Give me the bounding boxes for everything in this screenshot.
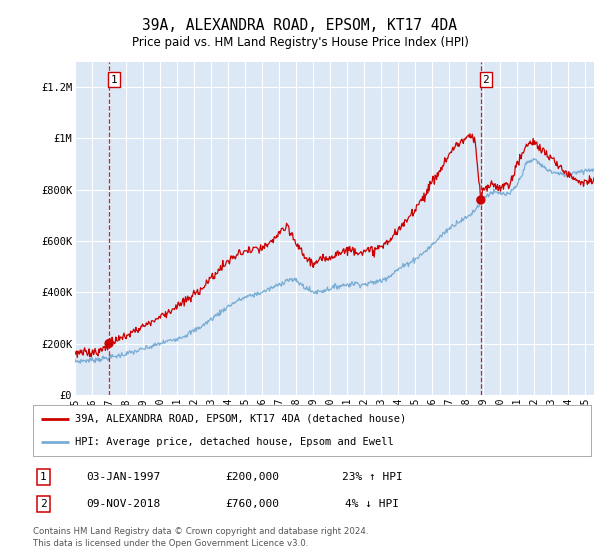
Text: Price paid vs. HM Land Registry's House Price Index (HPI): Price paid vs. HM Land Registry's House … xyxy=(131,36,469,49)
Text: £760,000: £760,000 xyxy=(225,499,279,509)
Point xyxy=(476,195,485,204)
Text: 03-JAN-1997: 03-JAN-1997 xyxy=(86,472,160,482)
Text: 2: 2 xyxy=(40,499,47,509)
Text: 23% ↑ HPI: 23% ↑ HPI xyxy=(341,472,403,482)
Text: HPI: Average price, detached house, Epsom and Ewell: HPI: Average price, detached house, Epso… xyxy=(75,437,394,447)
Text: £200,000: £200,000 xyxy=(225,472,279,482)
Text: 1: 1 xyxy=(40,472,47,482)
Text: 09-NOV-2018: 09-NOV-2018 xyxy=(86,499,160,509)
Text: 4% ↓ HPI: 4% ↓ HPI xyxy=(345,499,399,509)
Text: 39A, ALEXANDRA ROAD, EPSOM, KT17 4DA (detached house): 39A, ALEXANDRA ROAD, EPSOM, KT17 4DA (de… xyxy=(75,414,406,424)
Text: Contains HM Land Registry data © Crown copyright and database right 2024.
This d: Contains HM Land Registry data © Crown c… xyxy=(33,527,368,548)
Point xyxy=(104,339,114,348)
Text: 39A, ALEXANDRA ROAD, EPSOM, KT17 4DA: 39A, ALEXANDRA ROAD, EPSOM, KT17 4DA xyxy=(143,18,458,32)
Text: 1: 1 xyxy=(111,74,118,85)
Text: 2: 2 xyxy=(482,74,490,85)
